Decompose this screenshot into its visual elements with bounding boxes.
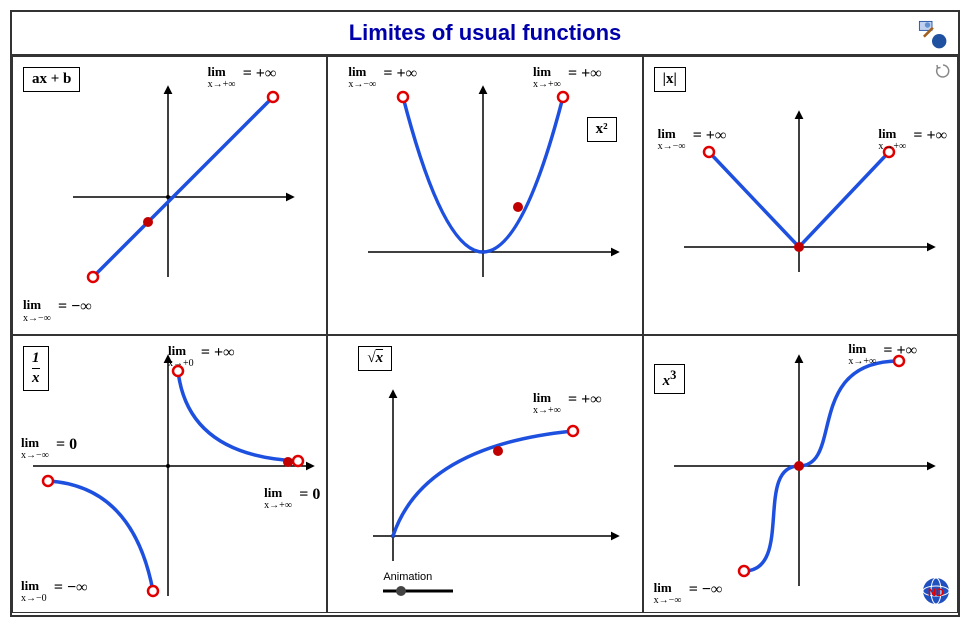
main-panel: Limites of usual functions ax + b limx→−∞…: [10, 10, 960, 617]
globe-icon: ND: [921, 576, 951, 606]
fn-label-quadratic: x²: [587, 117, 617, 142]
fn-label-linear: ax + b: [23, 67, 80, 92]
limit-label-linear-1: limx→+∞ = +∞: [208, 65, 277, 90]
limit-label-reciprocal-2: limx→+∞ = 0: [264, 486, 320, 511]
limit-label-reciprocal-0: limx→+0 = +∞: [168, 344, 235, 369]
refresh-icon[interactable]: [935, 63, 951, 79]
limit-label-abs-0: limx→−∞ = +∞: [658, 127, 727, 152]
page-title: Limites of usual functions: [349, 20, 622, 45]
limit-label-abs-1: limx→+∞ = +∞: [878, 127, 947, 152]
fn-label-reciprocal: 1x: [23, 346, 49, 391]
limit-label-cubic-0: limx→+∞ = +∞: [848, 342, 917, 367]
panel-quadratic: x² limx→−∞ = +∞ limx→+∞ = +∞: [327, 56, 642, 335]
fn-label-cubic: x3: [654, 364, 686, 394]
limit-label-cubic-1: limx→−∞ = −∞: [654, 581, 723, 606]
limit-label-reciprocal-1: limx→−∞ = 0: [21, 436, 77, 461]
limit-label-reciprocal-3: limx→−0 = −∞: [21, 579, 88, 604]
limit-label-sqrt-0: limx→+∞ = +∞: [533, 391, 602, 416]
panel-linear: ax + b limx→−∞ = −∞ limx→+∞ = +∞: [12, 56, 327, 335]
panel-reciprocal: 1x limx→+0 = +∞ limx→−∞ = 0 limx→+∞ = 0 limx…: [12, 335, 327, 614]
panel-cubic: x3 limx→+∞ = +∞ limx→−∞ = −∞ ND: [643, 335, 958, 614]
tools-icon: [914, 16, 950, 52]
title-bar: Limites of usual functions: [12, 12, 958, 56]
animation-slider[interactable]: Animation: [383, 571, 453, 600]
fn-label-abs: |x|: [654, 67, 686, 92]
panel-grid: ax + b limx→−∞ = −∞ limx→+∞ = +∞ x² limx→−∞…: [12, 56, 958, 613]
limit-label-quadratic-1: limx→+∞ = +∞: [533, 65, 602, 90]
panel-abs: |x| limx→−∞ = +∞ limx→+∞ = +∞: [643, 56, 958, 335]
limit-label-quadratic-0: limx→−∞ = +∞: [348, 65, 417, 90]
fn-label-sqrt: √x: [358, 346, 392, 371]
panel-sqrt: √x limx→+∞ = +∞ Animation: [327, 335, 642, 614]
limit-label-linear-0: limx→−∞ = −∞: [23, 298, 92, 323]
svg-text:ND: ND: [928, 587, 944, 599]
